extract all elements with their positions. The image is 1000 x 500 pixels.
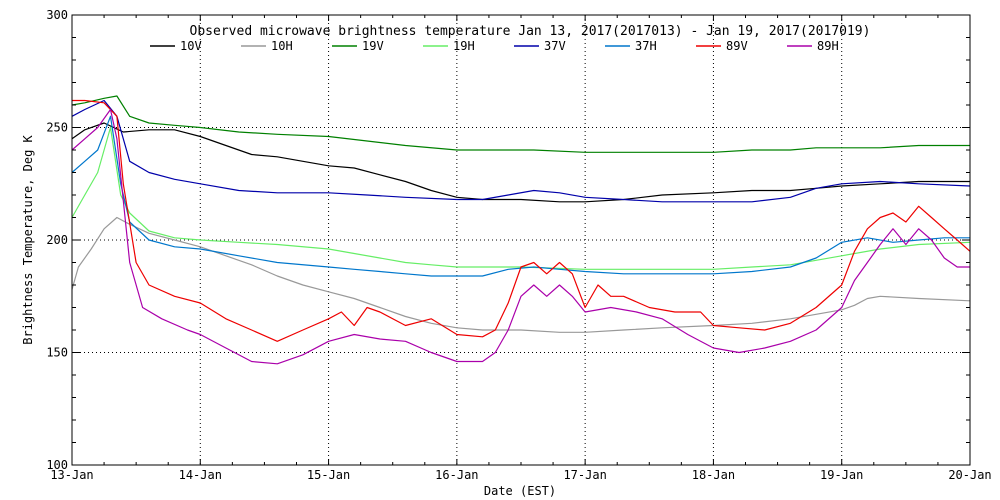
legend-label-19V: 19V (362, 39, 384, 53)
x-tick-label: 17-Jan (563, 468, 606, 482)
legend-label-10V: 10V (180, 39, 202, 53)
x-tick-label: 20-Jan (948, 468, 991, 482)
legend-label-37H: 37H (635, 39, 657, 53)
legend-label-89V: 89V (726, 39, 748, 53)
y-tick-label: 100 (46, 458, 68, 472)
series-line-89H (71, 108, 970, 365)
y-tick-label: 300 (46, 8, 68, 22)
series-layer (71, 95, 971, 365)
series-line-10V (71, 122, 970, 203)
series-line-37V (71, 99, 971, 203)
y-tick-label: 150 (46, 346, 68, 360)
series-line-37H (71, 115, 970, 277)
legend-label-19H: 19H (453, 39, 475, 53)
legend: 10V 10H 19V 19H 37V 37H 89V 89H (150, 39, 839, 53)
x-tick-label: 13-Jan (50, 468, 93, 482)
series-line-10H (71, 216, 971, 333)
series-line-19V (71, 95, 970, 153)
x-tick-label: 18-Jan (692, 468, 735, 482)
y-tick-label: 250 (46, 121, 68, 135)
ticks: 13-Jan 14-Jan 15-Jan 16-Jan 17-Jan 18-Jan 19-J… (46, 8, 991, 482)
legend-label-37V: 37V (544, 39, 566, 53)
legend-label-10H: 10H (271, 39, 293, 53)
chart-title: Observed microwave brightness temperatur… (190, 24, 871, 39)
y-axis-label: Brightness Temperature, Deg K (21, 134, 35, 344)
y-tick-label: 200 (46, 233, 68, 247)
series-line-89V (72, 99, 971, 342)
grid (72, 15, 970, 465)
x-tick-label: 16-Jan (435, 468, 478, 482)
x-tick-label: 14-Jan (179, 468, 222, 482)
series-line-19H (71, 126, 971, 270)
legend-label-89H: 89H (817, 39, 839, 53)
x-tick-label: 15-Jan (307, 468, 350, 482)
x-axis-label: Date (EST) (484, 484, 556, 498)
x-tick-label: 19-Jan (820, 468, 863, 482)
